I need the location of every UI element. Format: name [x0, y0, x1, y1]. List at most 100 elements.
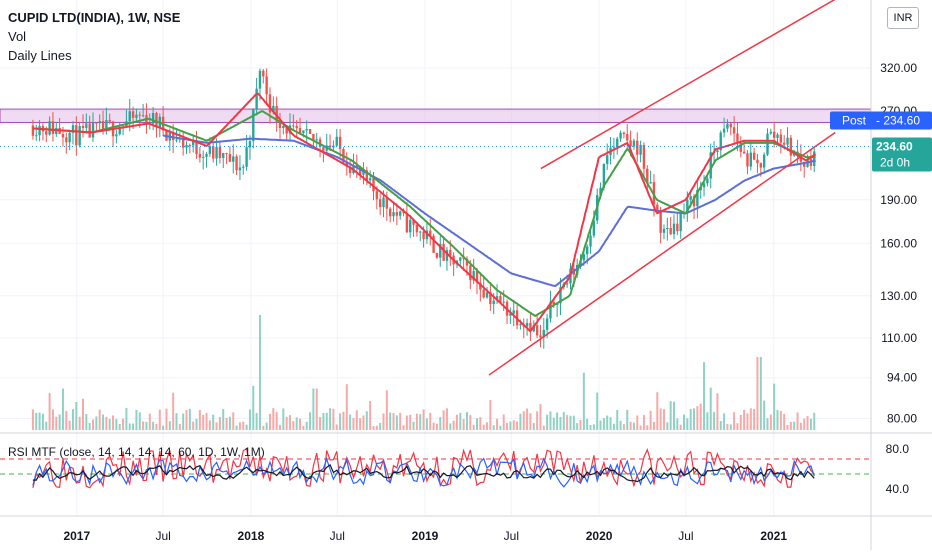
volume-bar — [78, 416, 81, 430]
volume-bar — [809, 418, 812, 430]
candle-body — [362, 170, 365, 175]
candle-body — [439, 244, 442, 258]
candle-body — [686, 199, 689, 213]
volume-bar — [669, 401, 672, 430]
candle-body — [151, 113, 155, 124]
currency-badge[interactable]: INR — [887, 7, 919, 29]
volume-bar — [292, 421, 295, 430]
volume-bar — [335, 424, 338, 430]
candle-body — [305, 128, 308, 131]
volume-bar — [776, 409, 779, 430]
volume-bar — [352, 418, 355, 430]
volume-bar — [723, 413, 726, 430]
volume-bar — [389, 412, 392, 430]
volume-bar — [763, 400, 766, 430]
candle-body — [425, 230, 429, 240]
candle-body — [392, 212, 395, 217]
volume-bar — [402, 425, 405, 430]
volume-bar — [683, 414, 686, 430]
candle-body — [78, 125, 81, 146]
candle-body — [509, 313, 512, 316]
candle-body — [171, 132, 175, 141]
candle-body — [619, 132, 622, 139]
volume-bar — [58, 414, 61, 430]
volume-bar — [529, 413, 532, 430]
candle-body — [766, 133, 769, 155]
candle-body — [612, 146, 616, 148]
candle-body — [459, 257, 462, 261]
candle-body — [412, 219, 415, 225]
volume-bar — [769, 414, 772, 430]
candle-body — [375, 191, 379, 200]
candle-body — [742, 151, 746, 154]
volume-bar — [736, 423, 739, 430]
volume-bar — [602, 418, 605, 430]
volume-bar — [232, 412, 235, 430]
volume-bar — [142, 421, 145, 430]
volume-bar — [419, 414, 422, 430]
volume-bar — [148, 413, 151, 430]
ma-green-line — [32, 110, 816, 317]
time-axis-label: Jul — [678, 529, 693, 543]
candle-body — [198, 154, 202, 158]
rsi-line-daily — [32, 447, 815, 489]
symbol-title[interactable]: CUPID LTD(INDIA), 1W, NSE — [8, 10, 181, 25]
candle-body — [212, 146, 215, 159]
candle-body — [322, 146, 325, 151]
volume-bar — [382, 413, 385, 430]
candle-body — [729, 123, 732, 128]
grid — [0, 0, 871, 515]
study-legend[interactable]: Daily Lines — [8, 48, 72, 63]
candle-body — [135, 114, 138, 118]
price-axis-label: 160.00 — [880, 236, 917, 250]
volume-bar — [592, 424, 595, 430]
volume-bar — [45, 421, 48, 430]
candle-body — [442, 244, 445, 261]
candle-body — [646, 168, 649, 184]
candle-body — [258, 70, 262, 89]
volume-bar — [646, 425, 649, 430]
volume-bar — [746, 413, 749, 430]
candle-body — [672, 223, 676, 235]
time-axis-label: 2021 — [760, 529, 787, 543]
volume-bar — [322, 413, 325, 430]
candle-body — [98, 121, 101, 124]
candle-body — [282, 125, 285, 128]
rsi-legend[interactable]: RSI MTF (close, 14, 14, 14, 14, 60, 1D, … — [8, 445, 265, 459]
volume-bar — [793, 421, 796, 430]
volume-bar — [566, 414, 569, 430]
post-badge — [830, 111, 932, 130]
candle-body — [191, 140, 195, 146]
price-axis-label: 110.00 — [881, 331, 917, 345]
volume-bar — [285, 416, 288, 430]
time-axis-label: 2017 — [63, 529, 90, 543]
candle-body — [208, 146, 212, 154]
volume-bar — [262, 425, 265, 430]
volume-bar — [289, 415, 292, 430]
candle-body — [45, 131, 48, 135]
candle-body — [115, 134, 118, 137]
upper-trendline — [540, 0, 836, 170]
volume-bar — [112, 415, 115, 430]
volume-bar — [616, 409, 619, 430]
candle-body — [779, 134, 783, 143]
rsi-axis-label: 80.0 — [886, 442, 910, 456]
volume-legend[interactable]: Vol — [8, 29, 27, 44]
time-axis-label: Jul — [504, 529, 519, 543]
candle-body — [696, 189, 699, 207]
volume-bar — [589, 425, 592, 430]
volume-bar — [499, 425, 502, 430]
volume-bar — [332, 408, 335, 430]
volume-bar — [235, 425, 238, 430]
volume-bar — [756, 357, 759, 430]
volume-bar — [813, 412, 816, 430]
volume-bar — [31, 409, 34, 430]
volume-bar — [222, 408, 225, 430]
volume-bar — [452, 420, 455, 430]
volume-bar — [803, 418, 806, 430]
volume-bar — [506, 422, 509, 430]
candle-body — [358, 167, 362, 175]
volume-bar — [108, 418, 111, 430]
